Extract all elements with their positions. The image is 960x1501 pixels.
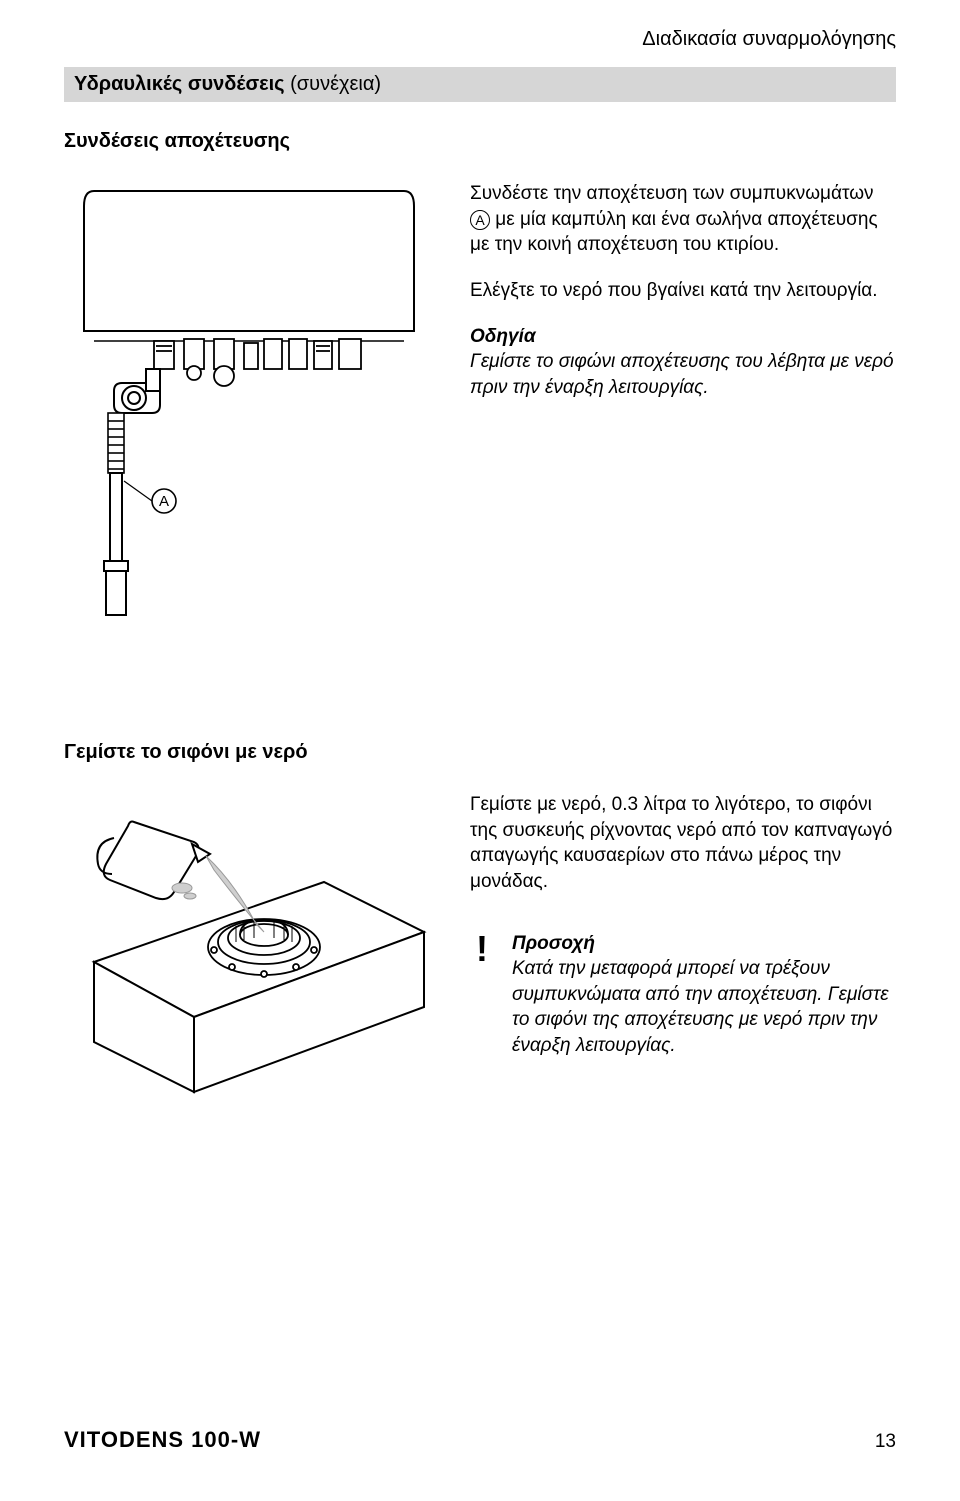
caution-title: Προσοχή bbox=[512, 933, 595, 954]
section-title: Υδραυλικές συνδέσεις bbox=[74, 73, 285, 95]
drain-instruction: Συνδέστε την αποχέτευση των συμπυκνωμάτω… bbox=[470, 181, 896, 258]
note-title: Οδηγία bbox=[470, 326, 536, 347]
fill-instruction: Γεμίστε με νερό, 0.3 λίτρα το λιγότερο, … bbox=[470, 792, 896, 895]
figure-drain-connection: A bbox=[64, 181, 434, 621]
note-block: Οδηγία Γεμίστε το σιφώνι αποχέτευσης του… bbox=[470, 324, 896, 401]
note-body: Γεμίστε το σιφώνι αποχέτευσης του λέβητα… bbox=[470, 351, 894, 398]
check-water-text: Ελέγξτε το νερό που βγαίνει κατά την λει… bbox=[470, 278, 896, 304]
subsection2-title: Γεμίστε το σιφόνι με νερό bbox=[64, 741, 896, 764]
svg-text:A: A bbox=[159, 493, 169, 510]
footer-model: VITODENS 100-W bbox=[64, 1427, 261, 1453]
caution-block: ! Προσοχή Κατά την μεταφορά μπορεί να τρ… bbox=[470, 931, 896, 1059]
subsection-title: Συνδέσεις αποχέτευσης bbox=[64, 130, 896, 153]
caution-icon: ! bbox=[470, 931, 494, 1059]
figure-fill-siphon bbox=[64, 792, 434, 1122]
caution-body: Κατά την μεταφορά μπορεί να τρέξουν συμπ… bbox=[512, 958, 889, 1056]
footer-page-number: 13 bbox=[875, 1431, 896, 1453]
marker-a-icon: A bbox=[470, 210, 490, 230]
section-title-cont: (συνέχεια) bbox=[285, 73, 382, 95]
section-title-bar: Υδραυλικές συνδέσεις (συνέχεια) bbox=[64, 67, 896, 102]
page-category: Διαδικασία συναρμολόγησης bbox=[64, 28, 896, 51]
